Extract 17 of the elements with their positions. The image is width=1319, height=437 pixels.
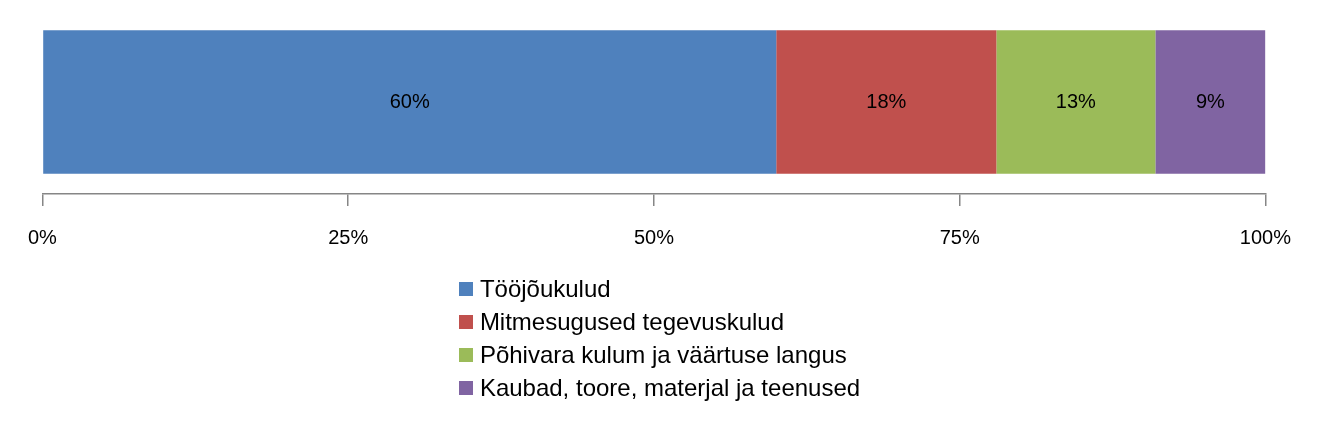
bar [776, 30, 997, 174]
x-tick-label: 75% [939, 225, 980, 248]
data-label: 60% [389, 89, 430, 112]
legend-label: Tööjõukulud [479, 274, 611, 304]
data-label: 13% [1055, 89, 1097, 112]
x-tick-label: 100% [1239, 225, 1292, 248]
x-tick-label: 50% [633, 225, 675, 248]
data-label: 9% [1195, 89, 1226, 112]
bar [996, 30, 1156, 174]
legend-label: Mitmesugused tegevuskulud [479, 307, 785, 337]
data-label: 18% [866, 89, 907, 112]
bar [1155, 30, 1266, 174]
x-tick-label: 25% [328, 225, 369, 248]
bar [43, 30, 777, 174]
legend-label: Põhivara kulum ja väärtuse langus [479, 340, 847, 370]
x-tick-label: 0% [28, 225, 58, 248]
legend-label: Kaubad, toore, materjal ja teenused [479, 373, 861, 403]
